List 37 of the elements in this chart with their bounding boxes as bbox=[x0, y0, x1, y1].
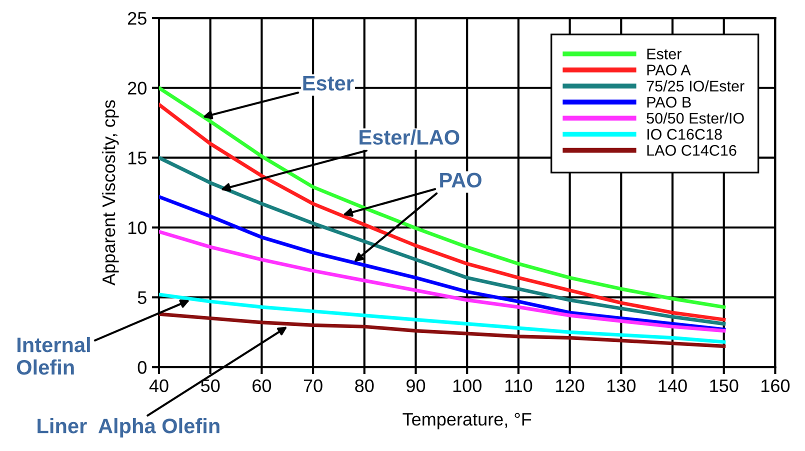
line-series bbox=[158, 312, 726, 348]
legend-label: LAO C14C16 bbox=[647, 145, 736, 156]
line-series bbox=[158, 194, 726, 332]
y-tick-label: 20 bbox=[128, 82, 146, 95]
x-tick-label: 100 bbox=[453, 379, 482, 392]
x-tick-label: 140 bbox=[658, 379, 687, 392]
x-tick-label: 110 bbox=[505, 379, 532, 392]
legend-label: PAO B bbox=[647, 96, 691, 108]
y-tick-label: 0 bbox=[138, 361, 146, 374]
x-tick-label: 80 bbox=[355, 379, 374, 392]
annotation: Ester bbox=[303, 76, 354, 91]
x-tick-label: 70 bbox=[304, 379, 322, 392]
annotation: PAO bbox=[440, 172, 482, 188]
x-tick-label: 90 bbox=[406, 379, 426, 392]
line-series bbox=[158, 292, 726, 344]
x-tick-label: 60 bbox=[252, 379, 272, 392]
y-tick-label: 10 bbox=[128, 221, 146, 234]
annotation: Internal Olefin bbox=[16, 336, 90, 375]
legend-label: 50/50 Ester/IO bbox=[646, 112, 744, 124]
x-tick-label: 40 bbox=[149, 379, 168, 392]
legend-label: PAO A bbox=[647, 64, 691, 76]
legend-label: IO C16C18 bbox=[647, 128, 722, 140]
x-tick-label: 150 bbox=[710, 379, 738, 392]
y-tick-label: 15 bbox=[128, 152, 146, 164]
annotation: Ester/LAO bbox=[360, 129, 460, 145]
annotation: Liner Alpha Olefin bbox=[38, 418, 220, 438]
line-series bbox=[158, 230, 726, 333]
x-tick-label: 160 bbox=[762, 379, 790, 392]
x-axis-title: Temperature, °F bbox=[402, 412, 532, 430]
y-tick-label: 5 bbox=[138, 291, 146, 304]
legend-label: Ester bbox=[647, 48, 682, 60]
y-axis-title: Apparent Viscosity, cps bbox=[102, 100, 119, 286]
y-tick-label: 25 bbox=[128, 12, 146, 25]
x-tick-label: 130 bbox=[607, 379, 636, 392]
line-series bbox=[158, 156, 726, 326]
legend-label: 75/25 IO/Ester bbox=[646, 80, 744, 92]
x-tick-label: 120 bbox=[556, 379, 584, 392]
